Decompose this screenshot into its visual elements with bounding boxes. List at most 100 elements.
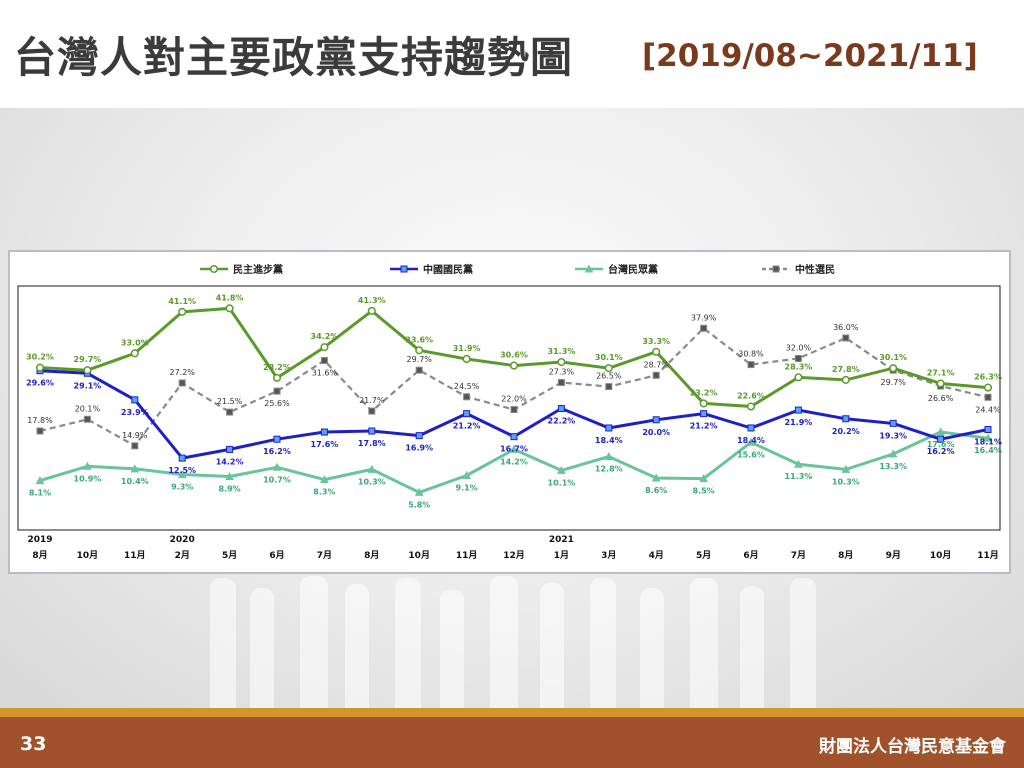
data-point	[557, 378, 565, 386]
data-point	[652, 416, 660, 424]
data-point	[272, 462, 282, 471]
data-label: 21.7%	[359, 396, 385, 405]
data-point	[35, 476, 45, 485]
data-point	[320, 428, 328, 436]
data-label: 8.9%	[219, 485, 241, 494]
line-chart: 民主進步黨 中國國民黨 台灣民眾黨 中性選民 30.2% 29.7% 33.0% 41.1%…	[17, 263, 1002, 561]
chart-legend: 民主進步黨 中國國民黨 台灣民眾黨 中性選民	[200, 263, 835, 276]
data-point	[700, 324, 708, 332]
data-point	[557, 357, 566, 367]
x-tick-label: 10月	[408, 550, 430, 561]
crowd-silhouette	[440, 590, 464, 708]
data-label: 26.6%	[928, 394, 954, 403]
data-point	[652, 371, 660, 379]
data-label: 17.6%	[927, 440, 955, 449]
data-label: 16.2%	[927, 447, 955, 456]
data-point	[983, 383, 993, 392]
data-point	[225, 304, 234, 313]
data-label: 21.2%	[690, 422, 718, 431]
data-label: 19.3%	[879, 431, 907, 440]
data-label: 24.5%	[454, 382, 480, 391]
data-label: 14.2%	[216, 457, 244, 466]
data-point	[746, 402, 756, 411]
data-point	[130, 464, 140, 473]
data-point	[509, 444, 519, 453]
data-label: 10.9%	[74, 474, 102, 483]
data-point	[320, 475, 329, 484]
data-label: 18.1%	[974, 437, 1002, 446]
data-point	[794, 373, 803, 382]
data-point	[652, 347, 661, 356]
data-point	[367, 464, 377, 473]
data-point	[841, 464, 851, 473]
data-point	[794, 406, 802, 414]
page-number: 33	[20, 733, 47, 755]
data-label: 17.8%	[27, 416, 53, 425]
crowd-silhouette	[740, 586, 764, 708]
data-point	[700, 410, 708, 418]
x-tick-label: 7月	[317, 550, 332, 561]
data-label: 18.4%	[595, 436, 623, 445]
data-label: 22.0%	[501, 395, 527, 404]
data-label: 16.4%	[974, 446, 1002, 455]
data-point	[605, 424, 613, 432]
x-tick-label: 8月	[838, 550, 853, 561]
data-label: 10.1%	[548, 478, 576, 487]
data-label: 23.9%	[121, 408, 149, 417]
x-tick-label: 4月	[649, 550, 664, 561]
data-label: 30.8%	[738, 350, 764, 359]
data-label: 18.4%	[737, 436, 765, 445]
crowd-silhouette	[395, 578, 421, 708]
x-tick-label: 11月	[124, 550, 146, 561]
legend-label: 中性選民	[795, 263, 835, 276]
x-tick-label: 10月	[77, 550, 99, 561]
data-point	[888, 449, 898, 458]
data-label: 12.5%	[168, 466, 196, 475]
data-point	[178, 307, 187, 316]
legend-label: 台灣民眾黨	[608, 263, 658, 276]
data-label: 27.8%	[832, 365, 860, 374]
data-point	[415, 346, 424, 355]
data-label: 16.2%	[263, 447, 291, 456]
data-point	[272, 373, 282, 382]
data-label-layer: 30.2% 29.7% 33.0% 41.1% 41.8% 28.2% 34.2% 41.3%…	[26, 293, 1002, 509]
x-axis: 8月 10月 11月 2月 5月 6月 7月 8月 10月 11月 12月 1月 3月 4月 5月 6月 7月 8…	[27, 535, 998, 561]
data-label: 17.8%	[358, 439, 386, 448]
title-bar: 台灣人對主要政黨支持趨勢圖 [2019/08~2021/11]	[0, 0, 1024, 108]
data-point	[177, 469, 187, 478]
x-tick-label: 3月	[601, 550, 616, 561]
data-label: 16.9%	[405, 444, 433, 453]
data-label: 21.9%	[785, 418, 813, 427]
data-point	[273, 387, 281, 395]
data-point	[747, 424, 755, 432]
data-point	[510, 406, 518, 414]
data-point	[936, 427, 945, 436]
x-year-label: 2021	[549, 535, 574, 545]
data-label: 36.0%	[833, 323, 859, 332]
data-label: 13.3%	[879, 462, 907, 471]
footer-bar: 33 財團法人台灣民意基金會	[0, 708, 1024, 768]
data-label: 28.3%	[785, 362, 813, 371]
data-point	[415, 432, 423, 440]
data-point	[463, 393, 471, 401]
data-point	[842, 415, 850, 423]
x-tick-label: 8月	[364, 550, 379, 561]
legend-marker	[400, 265, 408, 273]
data-label: 24.4%	[975, 405, 1001, 414]
data-point	[83, 366, 92, 375]
data-point	[320, 356, 328, 364]
x-tick-label: 7月	[791, 550, 806, 561]
data-label: 23.2%	[690, 388, 718, 397]
data-label: 20.1%	[75, 404, 101, 413]
data-label: 21.5%	[217, 397, 243, 406]
data-point	[604, 452, 614, 461]
crowd-silhouette	[250, 588, 274, 708]
data-point	[604, 364, 613, 373]
data-label: 14.2%	[500, 457, 528, 466]
x-tick-label: 5月	[222, 550, 237, 561]
crowd-silhouette	[590, 578, 616, 708]
data-point	[415, 366, 423, 374]
data-point	[226, 408, 234, 416]
data-label: 33.0%	[121, 338, 149, 347]
legend-marker	[209, 264, 219, 274]
